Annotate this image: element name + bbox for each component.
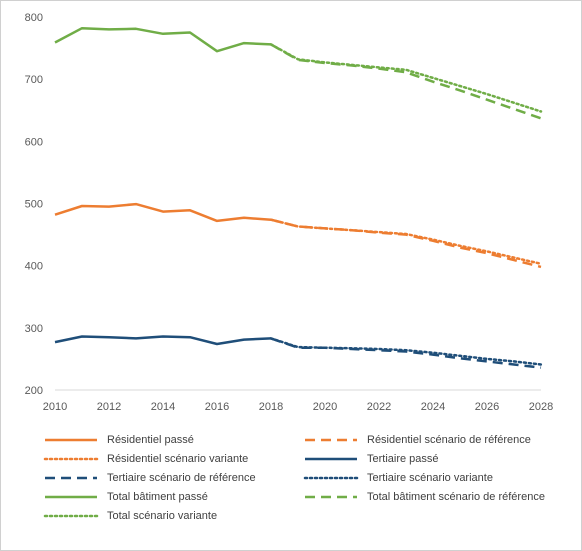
legend-item: Total bâtiment scénario de référence — [301, 488, 545, 506]
legend-label: Résidentiel scénario de référence — [367, 434, 531, 446]
series-line-7 — [270, 43, 542, 120]
legend-label: Total bâtiment passé — [107, 491, 208, 503]
x-tick-label: 2026 — [475, 401, 499, 413]
series-line-6 — [54, 26, 272, 53]
legend-label: Tertiaire scénario variante — [367, 472, 493, 484]
x-tick-label: 2028 — [529, 401, 553, 413]
legend-item: Résidentiel scénario de référence — [301, 431, 531, 449]
axes: 200 300 400 500 600 700 800 2010 2012 2014 2016 201… — [25, 12, 554, 413]
series-line-3 — [54, 335, 272, 346]
legend-swatch — [43, 514, 99, 518]
legend-swatch — [45, 495, 97, 499]
legend-label: Total scénario variante — [107, 510, 218, 522]
legend-label: Tertiaire passé — [367, 453, 439, 465]
series-line-5 — [269, 337, 543, 366]
series-lines — [54, 26, 543, 369]
series-line-0 — [54, 202, 272, 223]
legend-swatch — [305, 457, 357, 461]
series-line-4 — [270, 337, 542, 369]
legend-item: Tertiaire scénario variante — [301, 469, 493, 487]
y-tick-label: 500 — [25, 199, 43, 211]
legend-swatch — [305, 438, 357, 442]
y-tick-label: 600 — [25, 136, 43, 148]
x-tick-label: 2024 — [421, 401, 445, 413]
legend-item: Tertiaire scénario de référence — [41, 469, 256, 487]
x-tick-label: 2010 — [43, 401, 67, 413]
x-tick-label: 2012 — [97, 401, 121, 413]
x-tick-label: 2020 — [313, 401, 337, 413]
legend-label: Résidentiel scénario variante — [107, 453, 249, 465]
legend-item: Tertiaire passé — [301, 450, 439, 468]
legend-item: Total bâtiment passé — [41, 488, 208, 506]
legend-swatch — [45, 438, 97, 442]
legend-item: Total scénario variante — [41, 507, 217, 525]
x-tick-label: 2014 — [151, 401, 175, 413]
y-tick-label: 700 — [25, 74, 43, 86]
legend-label: Résidentiel passé — [107, 434, 194, 446]
legend-item: Résidentiel scénario variante — [41, 450, 248, 468]
line-chart: 200 300 400 500 600 700 800 2010 2012 2014 2016 201… — [25, 12, 554, 413]
y-tick-label: 200 — [25, 385, 43, 397]
y-tick-label: 400 — [25, 261, 43, 273]
legend-swatch — [45, 476, 97, 480]
series-line-2 — [269, 218, 543, 266]
series-line-8 — [269, 43, 543, 113]
y-tick-label: 800 — [25, 12, 43, 24]
legend-swatch — [305, 495, 357, 499]
legend-label: Total bâtiment scénario de référence — [367, 491, 545, 503]
y-tick-label: 300 — [25, 323, 43, 335]
x-tick-label: 2016 — [205, 401, 229, 413]
legend-item: Résidentiel passé — [41, 431, 194, 449]
legend-label: Tertiaire scénario de référence — [107, 472, 256, 484]
x-tick-label: 2022 — [367, 401, 391, 413]
legend-swatch — [43, 457, 99, 461]
x-tick-label: 2018 — [259, 401, 283, 413]
legend-swatch — [303, 476, 359, 480]
